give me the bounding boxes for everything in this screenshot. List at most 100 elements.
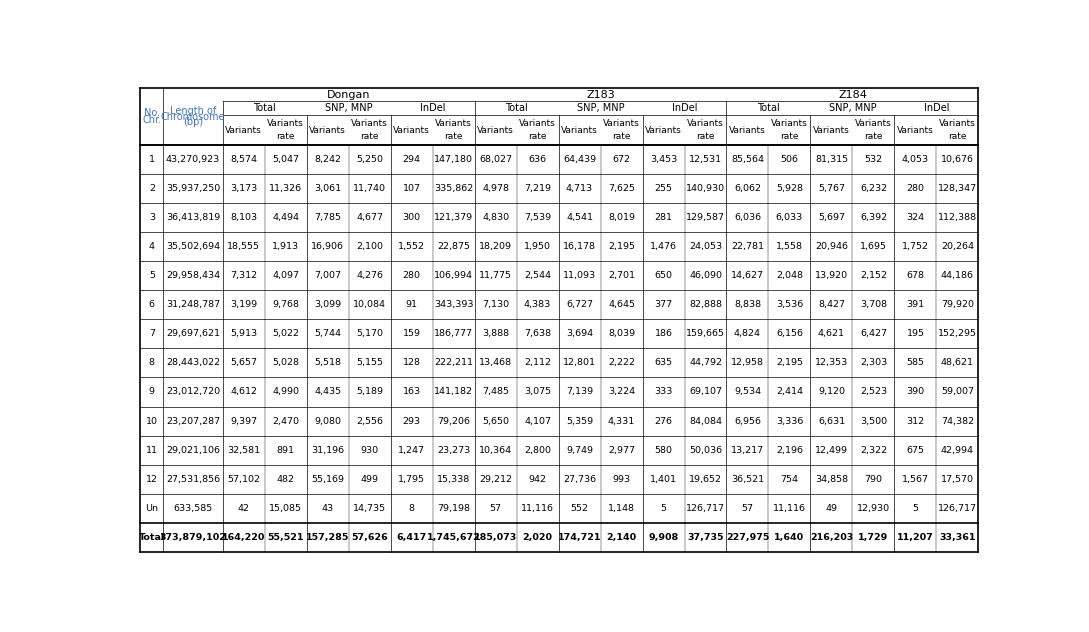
Text: 10: 10	[146, 416, 158, 425]
Text: 35,502,694: 35,502,694	[166, 243, 220, 252]
Text: 42,994: 42,994	[941, 446, 974, 454]
Text: 2,470: 2,470	[272, 416, 299, 425]
Text: 2,196: 2,196	[776, 446, 803, 454]
Text: 10,364: 10,364	[479, 446, 512, 454]
Text: Variants: Variants	[393, 126, 430, 135]
Text: 35,937,250: 35,937,250	[166, 185, 220, 193]
Text: InDel: InDel	[672, 103, 697, 113]
Text: 1,401: 1,401	[650, 475, 677, 483]
Text: 3,536: 3,536	[775, 300, 803, 310]
Text: 4,097: 4,097	[272, 272, 299, 281]
Text: 8,838: 8,838	[734, 300, 761, 310]
Text: Variants: Variants	[730, 126, 766, 135]
Text: 216,203: 216,203	[810, 533, 853, 542]
Text: Total: Total	[757, 103, 780, 113]
Text: Variants: Variants	[519, 119, 556, 128]
Text: Z184: Z184	[839, 90, 867, 100]
Text: 140,930: 140,930	[686, 185, 725, 193]
Text: 42: 42	[237, 504, 249, 513]
Text: 10,676: 10,676	[941, 155, 974, 164]
Text: 22,875: 22,875	[437, 243, 470, 252]
Text: 9,749: 9,749	[566, 446, 594, 454]
Text: 255: 255	[654, 185, 673, 193]
Text: 11,116: 11,116	[521, 504, 554, 513]
Text: 280: 280	[906, 185, 925, 193]
Text: 6,156: 6,156	[776, 329, 803, 339]
Text: 85,564: 85,564	[731, 155, 764, 164]
Text: 4,824: 4,824	[734, 329, 761, 339]
Text: rate: rate	[612, 132, 631, 142]
Text: 942: 942	[528, 475, 547, 483]
Text: 16,906: 16,906	[311, 243, 344, 252]
Text: 2,152: 2,152	[860, 272, 886, 281]
Text: 499: 499	[360, 475, 379, 483]
Text: 79,920: 79,920	[941, 300, 974, 310]
Text: InDel: InDel	[923, 103, 950, 113]
Text: 5,928: 5,928	[776, 185, 803, 193]
Text: 6,062: 6,062	[734, 185, 761, 193]
Text: 13,468: 13,468	[479, 358, 512, 367]
Text: 3,199: 3,199	[230, 300, 257, 310]
Text: 31,248,787: 31,248,787	[166, 300, 220, 310]
Text: 3,061: 3,061	[314, 185, 341, 193]
Text: 335,862: 335,862	[433, 185, 474, 193]
Text: 81,315: 81,315	[815, 155, 848, 164]
Text: 7,638: 7,638	[524, 329, 551, 339]
Text: 7,539: 7,539	[524, 214, 551, 222]
Text: 174,721: 174,721	[558, 533, 601, 542]
Text: 3,453: 3,453	[650, 155, 677, 164]
Text: 82,888: 82,888	[689, 300, 722, 310]
Text: 1,752: 1,752	[902, 243, 929, 252]
Text: 678: 678	[906, 272, 925, 281]
Text: 5,047: 5,047	[272, 155, 299, 164]
Text: 3,075: 3,075	[524, 387, 551, 396]
Text: 3,224: 3,224	[608, 387, 635, 396]
Text: Total: Total	[138, 533, 164, 542]
Text: 4,276: 4,276	[356, 272, 383, 281]
Text: 6,631: 6,631	[818, 416, 845, 425]
Text: 276: 276	[654, 416, 673, 425]
Text: 57,102: 57,102	[228, 475, 260, 483]
Text: 29,021,106: 29,021,106	[166, 446, 220, 454]
Text: 185,073: 185,073	[474, 533, 517, 542]
Text: 8,103: 8,103	[230, 214, 257, 222]
Text: InDel: InDel	[420, 103, 445, 113]
Text: 4,990: 4,990	[272, 387, 299, 396]
Text: 68,027: 68,027	[479, 155, 512, 164]
Text: 49: 49	[825, 504, 837, 513]
Text: 281: 281	[654, 214, 673, 222]
Text: 4,830: 4,830	[482, 214, 510, 222]
Text: 50,036: 50,036	[689, 446, 722, 454]
Text: 5,913: 5,913	[230, 329, 257, 339]
Text: 13,920: 13,920	[815, 272, 848, 281]
Text: 4,383: 4,383	[524, 300, 551, 310]
Text: 3,099: 3,099	[314, 300, 341, 310]
Text: 11,326: 11,326	[269, 185, 303, 193]
Text: 43: 43	[321, 504, 333, 513]
Text: 506: 506	[781, 155, 798, 164]
Text: 15,338: 15,338	[437, 475, 470, 483]
Text: 8,039: 8,039	[608, 329, 635, 339]
Text: 37,735: 37,735	[687, 533, 724, 542]
Text: 9: 9	[149, 387, 155, 396]
Text: 1,695: 1,695	[860, 243, 886, 252]
Text: 8,427: 8,427	[818, 300, 845, 310]
Text: Variants: Variants	[813, 126, 849, 135]
Text: 79,198: 79,198	[437, 504, 470, 513]
Text: 1,558: 1,558	[776, 243, 803, 252]
Text: rate: rate	[360, 132, 379, 142]
Text: 141,182: 141,182	[435, 387, 473, 396]
Text: 6,727: 6,727	[566, 300, 594, 310]
Text: 754: 754	[781, 475, 798, 483]
Text: 147,180: 147,180	[435, 155, 473, 164]
Text: 294: 294	[403, 155, 420, 164]
Text: 650: 650	[654, 272, 673, 281]
Text: 11,207: 11,207	[897, 533, 933, 542]
Text: 8,242: 8,242	[314, 155, 341, 164]
Text: 7,130: 7,130	[482, 300, 510, 310]
Text: 22,781: 22,781	[731, 243, 764, 252]
Text: 69,107: 69,107	[689, 387, 722, 396]
Text: 20,264: 20,264	[941, 243, 974, 252]
Text: 6: 6	[149, 300, 155, 310]
Text: 128,347: 128,347	[938, 185, 977, 193]
